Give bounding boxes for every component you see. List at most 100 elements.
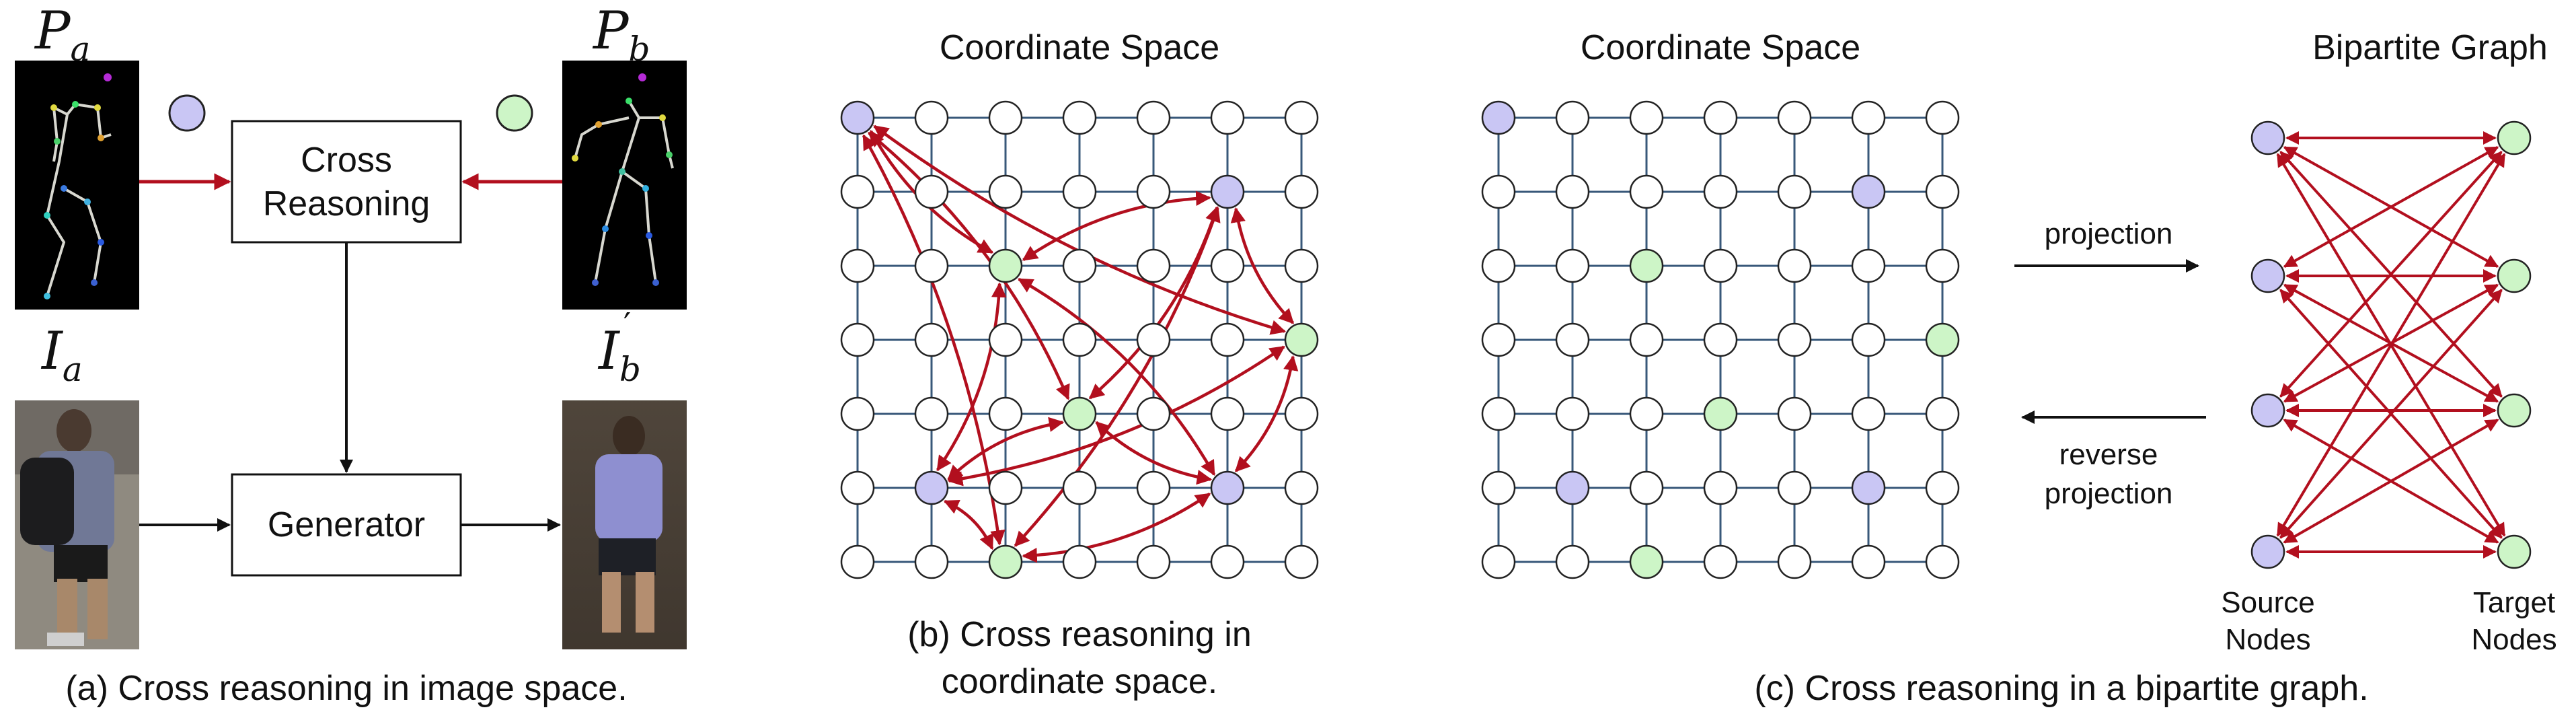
target-node xyxy=(1703,396,1738,431)
target-node xyxy=(2497,534,2532,569)
grid-node xyxy=(1555,100,1590,135)
panel-c-caption: (c) Cross reasoning in a bipartite graph… xyxy=(1754,669,2368,708)
grid-node xyxy=(1703,174,1738,209)
grid-node xyxy=(1851,544,1886,579)
image-a-label: Ia xyxy=(40,321,83,389)
grid-node xyxy=(1777,470,1812,505)
grid-node xyxy=(914,174,949,209)
panel-b-title: Coordinate Space xyxy=(940,28,1219,67)
target-node xyxy=(1284,322,1319,357)
target-nodes-label-line2: Nodes xyxy=(2471,623,2556,656)
grid-node xyxy=(1555,174,1590,209)
grid-node xyxy=(1062,100,1097,135)
grid-node xyxy=(1136,396,1171,431)
source-node xyxy=(914,470,949,505)
source-node xyxy=(2250,258,2285,293)
target-nodes-label-line1: Target xyxy=(2473,586,2555,619)
grid-node xyxy=(1210,544,1245,579)
source-node xyxy=(840,100,875,135)
grid-node xyxy=(1481,248,1516,283)
grid-node xyxy=(914,396,949,431)
grid-node xyxy=(1925,174,1960,209)
panel-b: Coordinate Space (b) Cross reasoning in … xyxy=(840,28,1319,701)
grid-node xyxy=(1851,248,1886,283)
target-node xyxy=(2497,393,2532,428)
grid-node xyxy=(1925,100,1960,135)
cross-reasoning-label-line1: Cross xyxy=(301,141,392,180)
bipartite-edges xyxy=(2276,131,2506,559)
grid-node xyxy=(840,470,875,505)
grid-node xyxy=(1481,396,1516,431)
grid-node xyxy=(988,174,1023,209)
grid-node xyxy=(1481,174,1516,209)
grid-node xyxy=(914,248,949,283)
grid-node xyxy=(1062,470,1097,505)
cross-edge xyxy=(1022,190,1211,262)
image-b-label: Ib′ xyxy=(597,306,641,389)
grid-node xyxy=(1210,248,1245,283)
grid-node xyxy=(1777,544,1812,579)
source-nodes-label-line2: Nodes xyxy=(2225,623,2310,656)
target-node xyxy=(1629,248,1664,283)
grid-node xyxy=(1703,322,1738,357)
grid-node xyxy=(1062,322,1097,357)
target-node xyxy=(2497,120,2532,155)
pose-a-label: Pa xyxy=(34,1,90,69)
target-node xyxy=(988,544,1023,579)
reverse-label-line2: projection xyxy=(2045,477,2173,510)
cross-edge xyxy=(943,499,994,550)
grid-node xyxy=(1925,248,1960,283)
grid-node xyxy=(1777,322,1812,357)
grid-node xyxy=(1703,100,1738,135)
grid-node xyxy=(1062,248,1097,283)
grid-node xyxy=(1777,100,1812,135)
grid-node xyxy=(1777,174,1812,209)
person-b-image xyxy=(562,400,687,649)
reverse-label-line1: reverse xyxy=(2059,438,2158,471)
grid-node xyxy=(1555,544,1590,579)
source-node xyxy=(2250,120,2285,155)
grid-node xyxy=(1629,470,1664,505)
grid-node xyxy=(1136,248,1171,283)
generator-label: Generator xyxy=(268,505,425,544)
person-a-image xyxy=(15,400,139,649)
grid-node xyxy=(1555,396,1590,431)
source-node xyxy=(1851,174,1886,209)
grid-node xyxy=(988,396,1023,431)
grid-node xyxy=(1481,470,1516,505)
grid-node xyxy=(1210,322,1245,357)
grid-node xyxy=(988,470,1023,505)
target-node xyxy=(2497,258,2532,293)
pose-b-image xyxy=(562,61,687,310)
grid-node xyxy=(1284,174,1319,209)
panel-a-caption: (a) Cross reasoning in image space. xyxy=(65,669,627,708)
cross-edge xyxy=(1022,492,1211,563)
source-nodes-label-line1: Source xyxy=(2221,586,2314,619)
source-marker xyxy=(168,94,206,132)
source-node xyxy=(1210,470,1245,505)
projection-label: projection xyxy=(2045,217,2173,250)
grid-node xyxy=(988,322,1023,357)
panel-c-graph-title: Bipartite Graph xyxy=(2312,28,2548,67)
grid-node xyxy=(914,100,949,135)
grid-node xyxy=(1210,396,1245,431)
bipartite-nodes xyxy=(2250,120,2532,569)
source-node xyxy=(1481,100,1516,135)
cross-edge xyxy=(1014,206,1221,547)
target-node xyxy=(1925,322,1960,357)
pose-a-image xyxy=(15,61,139,310)
grid-node xyxy=(1481,544,1516,579)
target-node xyxy=(988,248,1023,283)
grid-node xyxy=(1629,396,1664,431)
grid-node xyxy=(1062,544,1097,579)
grid-node xyxy=(840,174,875,209)
grid-node xyxy=(1555,322,1590,357)
cross-edge xyxy=(1095,421,1213,485)
panel-b-nodes xyxy=(840,100,1319,579)
pose-b-label: Pb xyxy=(592,1,650,69)
grid-node xyxy=(1851,396,1886,431)
grid-node xyxy=(1481,322,1516,357)
grid-node xyxy=(840,396,875,431)
grid-node xyxy=(1703,544,1738,579)
